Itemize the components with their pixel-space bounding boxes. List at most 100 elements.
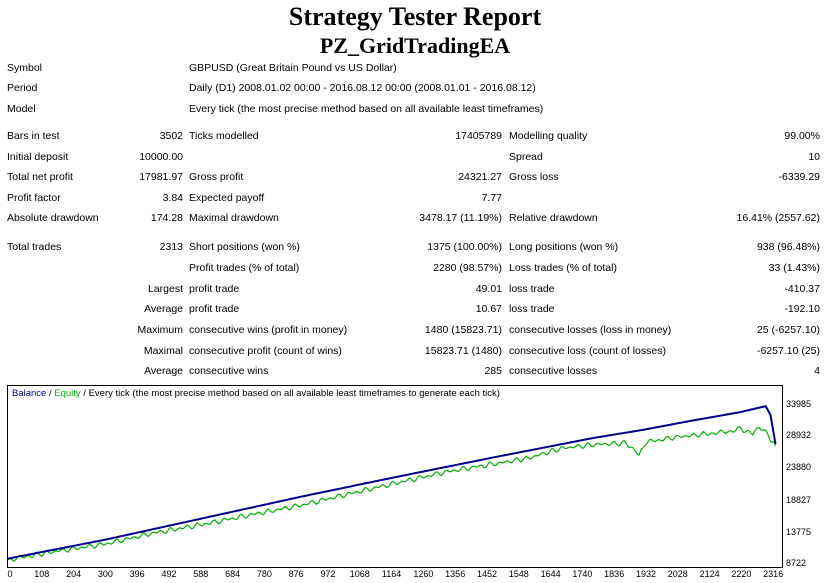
expected-payoff-value: 7.77 bbox=[481, 192, 502, 204]
net-profit-label: Total net profit bbox=[7, 171, 73, 183]
average-loss-label: loss trade bbox=[509, 303, 555, 315]
profit-factor-label: Profit factor bbox=[7, 192, 61, 204]
long-positions-value: 938 (96.48%) bbox=[756, 241, 820, 253]
maximum-label: Maximum bbox=[137, 324, 183, 336]
max-consecutive-loss-value: -6257.10 (25) bbox=[756, 345, 820, 357]
x-tick-label: 492 bbox=[161, 569, 177, 579]
x-tick-label: 0 bbox=[7, 569, 13, 579]
loss-trades-label: Loss trades (% of total) bbox=[509, 262, 617, 274]
x-tick-label: 1260 bbox=[413, 569, 434, 579]
short-positions-value: 1375 (100.00%) bbox=[427, 241, 502, 253]
period-value: Daily (D1) 2008.01.02 00:00 - 2016.08.12… bbox=[189, 82, 536, 94]
absolute-drawdown-value: 174.28 bbox=[150, 212, 183, 224]
gross-loss-value: -6339.29 bbox=[778, 171, 820, 183]
max-consecutive-wins-value: 1480 (15823.71) bbox=[424, 324, 502, 336]
profit-trades-value: 2280 (98.57%) bbox=[433, 262, 502, 274]
average-profit-label: profit trade bbox=[189, 303, 240, 315]
x-tick-label: 204 bbox=[66, 569, 82, 579]
period-label: Period bbox=[7, 82, 38, 94]
x-tick-label: 2028 bbox=[667, 569, 688, 579]
x-tick-label: 2220 bbox=[731, 569, 752, 579]
absolute-drawdown-label: Absolute drawdown bbox=[7, 212, 99, 224]
net-profit-value: 17981.97 bbox=[139, 171, 183, 183]
balance-equity-chart: Balance / Equity / Every tick (the most … bbox=[7, 385, 783, 568]
profit-factor-value: 3.84 bbox=[162, 192, 183, 204]
maximal-drawdown-value: 3478.17 (11.19%) bbox=[419, 212, 502, 224]
average-loss-value: -192.10 bbox=[784, 303, 820, 315]
average-profit-value: 10.67 bbox=[475, 303, 502, 315]
relative-drawdown-value: 16.41% (2557.62) bbox=[736, 212, 820, 224]
chart-plot-area bbox=[8, 404, 777, 562]
relative-drawdown-label: Relative drawdown bbox=[509, 212, 598, 224]
total-trades-label: Total trades bbox=[7, 241, 62, 253]
avg-consecutive-wins-value: 285 bbox=[484, 365, 502, 377]
x-tick-label: 588 bbox=[193, 569, 209, 579]
max-consecutive-wins-label: consecutive wins (profit in money) bbox=[189, 324, 348, 336]
max-consecutive-profit-value: 15823.71 (1480) bbox=[424, 345, 502, 357]
x-tick-label: 1932 bbox=[635, 569, 657, 579]
y-tick-label: 13775 bbox=[786, 527, 812, 537]
maximal-drawdown-label: Maximal drawdown bbox=[189, 212, 279, 224]
ticks-label: Ticks modelled bbox=[189, 130, 259, 142]
legend-balance: Balance bbox=[12, 388, 47, 399]
report-subtitle: PZ_GridTradingEA bbox=[319, 33, 511, 58]
largest-loss-label: loss trade bbox=[509, 283, 555, 295]
max-consecutive-losses-label: consecutive losses (loss in money) bbox=[509, 324, 672, 336]
avg-consecutive-wins-label: consecutive wins bbox=[189, 365, 269, 377]
loss-trades-value: 33 (1.43%) bbox=[768, 262, 820, 274]
x-tick-label: 2316 bbox=[763, 569, 784, 579]
x-tick-label: 1836 bbox=[604, 569, 625, 579]
gross-loss-label: Gross loss bbox=[509, 171, 559, 183]
deposit-value: 10000.00 bbox=[139, 151, 183, 163]
total-trades-value: 2313 bbox=[159, 241, 183, 253]
series-line-equity bbox=[8, 425, 777, 562]
long-positions-label: Long positions (won %) bbox=[509, 241, 619, 253]
gross-profit-label: Gross profit bbox=[189, 171, 244, 183]
x-tick-label: 1164 bbox=[381, 569, 402, 579]
avg-consecutive-losses-label: consecutive losses bbox=[509, 365, 598, 377]
y-tick-label: 23880 bbox=[786, 462, 812, 472]
x-tick-label: 972 bbox=[320, 569, 336, 579]
symbol-label: Symbol bbox=[7, 62, 43, 74]
symbol-value: GBPUSD (Great Britain Pound vs US Dollar… bbox=[189, 62, 397, 74]
largest-loss-value: -410.37 bbox=[784, 283, 820, 295]
bars-label: Bars in test bbox=[7, 130, 60, 142]
x-tick-label: 780 bbox=[256, 569, 272, 579]
x-tick-label: 876 bbox=[288, 569, 304, 579]
x-tick-label: 1452 bbox=[476, 569, 498, 579]
y-tick-label: 18827 bbox=[786, 495, 812, 505]
average-label: Average bbox=[144, 303, 183, 315]
expected-payoff-label: Expected payoff bbox=[189, 192, 265, 204]
max-consecutive-losses-value: 25 (-6257.10) bbox=[756, 324, 820, 336]
ticks-value: 17405789 bbox=[455, 130, 502, 142]
x-tick-label: 1068 bbox=[349, 569, 370, 579]
x-tick-label: 2124 bbox=[699, 569, 720, 579]
y-tick-label: 33985 bbox=[786, 399, 812, 409]
x-tick-label: 684 bbox=[225, 569, 241, 579]
x-tick-label: 108 bbox=[34, 569, 50, 579]
largest-profit-value: 49.01 bbox=[475, 283, 502, 295]
legend-separator: / bbox=[46, 388, 55, 399]
max-consecutive-loss-label: consecutive loss (count of losses) bbox=[509, 345, 666, 357]
short-positions-label: Short positions (won %) bbox=[189, 241, 300, 253]
spread-label: Spread bbox=[509, 151, 543, 163]
maximal-label: Maximal bbox=[143, 345, 183, 357]
legend-equity: Equity bbox=[54, 388, 81, 399]
report-title: Strategy Tester Report bbox=[288, 2, 542, 31]
deposit-label: Initial deposit bbox=[7, 151, 69, 163]
quality-value: 99.00% bbox=[784, 130, 820, 142]
model-value: Every tick (the most precise method base… bbox=[189, 103, 544, 115]
model-label: Model bbox=[7, 103, 36, 115]
max-consecutive-profit-label: consecutive profit (count of wins) bbox=[189, 345, 342, 357]
x-tick-label: 396 bbox=[129, 569, 145, 579]
largest-profit-label: profit trade bbox=[189, 283, 240, 295]
spread-value: 10 bbox=[808, 151, 820, 163]
y-tick-label: 8722 bbox=[786, 558, 807, 568]
bars-value: 3502 bbox=[159, 130, 183, 142]
x-tick-label: 1548 bbox=[508, 569, 529, 579]
x-tick-label: 1644 bbox=[540, 569, 561, 579]
chart-legend: Balance / Equity / Every tick (the most … bbox=[12, 388, 500, 399]
y-tick-label: 28932 bbox=[786, 430, 812, 440]
x-tick-label: 300 bbox=[97, 569, 113, 579]
largest-label: Largest bbox=[147, 283, 183, 295]
